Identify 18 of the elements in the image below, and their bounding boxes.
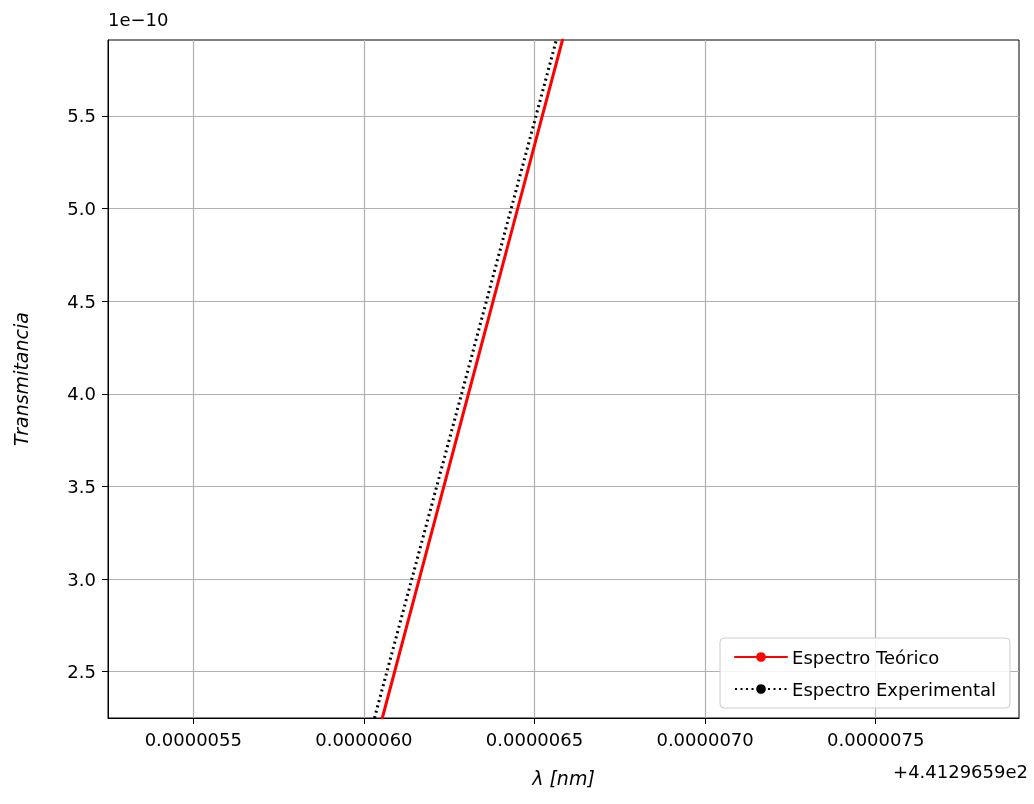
y-tick-label: 4.5 [67, 290, 96, 312]
x-tick-label: 0.0000070 [656, 728, 754, 750]
y-tick-label: 3.0 [67, 568, 96, 590]
x-tick-label: 0.0000075 [827, 728, 925, 750]
x-tick-label: 0.0000055 [144, 728, 242, 750]
legend-label: Espectro Teórico [792, 646, 940, 668]
x-axis-title: λ [nm] [531, 766, 595, 789]
y-tick-label: 5.0 [67, 198, 96, 220]
legend-label: Espectro Experimental [792, 678, 997, 700]
y-tick-label: 3.5 [67, 475, 96, 497]
y-axis-title: Transmitancia [9, 312, 32, 446]
text: +4.4129659e2 [893, 760, 1029, 782]
x-tick-label: 0.0000065 [485, 728, 584, 750]
y-tick-label: 2.5 [67, 661, 96, 683]
text: 1e−10 [108, 8, 169, 30]
x-tick-label: 0.0000060 [315, 728, 413, 750]
y-tick-label: 4.0 [67, 383, 96, 405]
y-tick-label: 5.5 [67, 105, 96, 127]
